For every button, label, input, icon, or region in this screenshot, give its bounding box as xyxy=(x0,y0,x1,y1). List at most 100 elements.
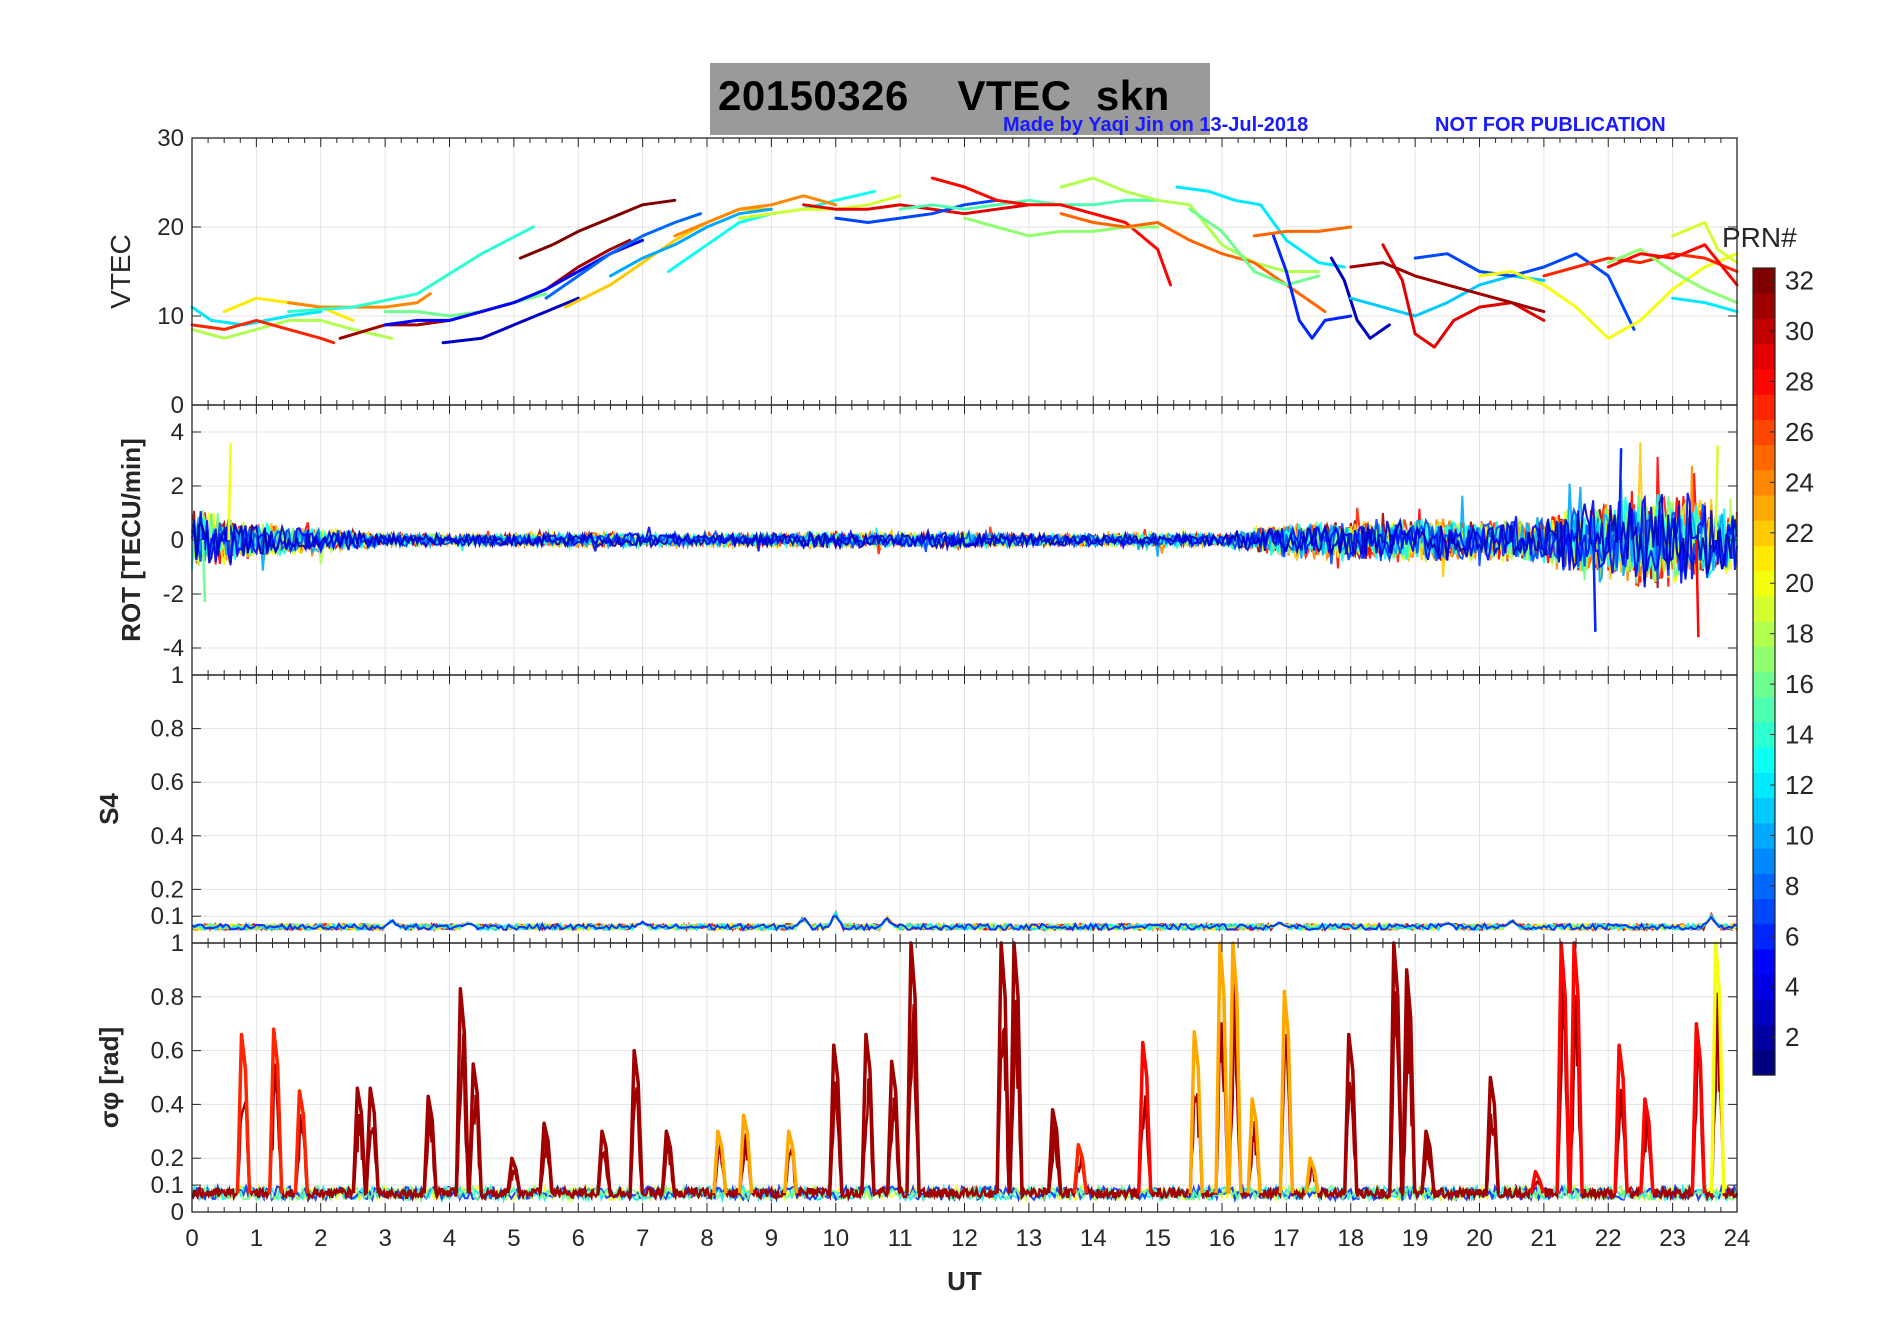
y-tick-label: 10 xyxy=(157,303,184,330)
sigma-peak xyxy=(422,1094,438,1194)
sigma-peak xyxy=(1246,1097,1262,1194)
vtec-series-line xyxy=(608,207,773,278)
vtec-series-line xyxy=(1413,252,1636,331)
colorbar-segment xyxy=(1753,318,1775,345)
y-tick-label: 0.8 xyxy=(151,716,184,743)
colorbar-frame xyxy=(1752,267,1776,1076)
y-tick-label: 30 xyxy=(157,125,184,152)
rot-spike xyxy=(1714,445,1719,541)
rot-series-line xyxy=(191,493,1738,588)
x-tick-label: 23 xyxy=(1659,1225,1686,1252)
colorbar-segment xyxy=(1753,268,1775,294)
colorbar-tick-label: 28 xyxy=(1785,366,1814,396)
sigma-peak xyxy=(1137,1040,1153,1194)
colorbar-tick-label: 8 xyxy=(1785,871,1799,901)
colorbar-segment xyxy=(1753,621,1775,647)
y-tick-label: 0.2 xyxy=(151,1145,184,1172)
sigma-peak xyxy=(1343,1032,1359,1194)
sigma-peak xyxy=(267,1027,284,1194)
sigma-peak xyxy=(1214,941,1230,1194)
sigma-peak xyxy=(538,1121,554,1194)
sigma-peak xyxy=(737,1113,754,1194)
vtec-series-line xyxy=(338,238,632,340)
sigma-peak xyxy=(1188,1030,1204,1194)
y-tick-label: 0 xyxy=(171,527,184,554)
y-tick-label: 0 xyxy=(171,392,184,419)
y-tick-label: 4 xyxy=(171,419,184,446)
colorbar-segment xyxy=(1753,721,1775,748)
vtec-series-line xyxy=(190,318,336,345)
colorbar-tick-label: 32 xyxy=(1785,266,1814,296)
vtec-series-line xyxy=(441,296,580,345)
colorbar-segment xyxy=(1753,948,1775,975)
x-tick-label: 17 xyxy=(1273,1225,1300,1252)
vtec-series-line xyxy=(930,176,1172,287)
sigma-peak xyxy=(1555,941,1571,1194)
colorbar-tick-label: 14 xyxy=(1785,720,1814,750)
colorbar-tick-label: 18 xyxy=(1785,619,1814,649)
colorbar-segment xyxy=(1753,923,1775,950)
colorbar-segment xyxy=(1753,595,1775,622)
sigma-peak xyxy=(712,1129,728,1194)
rot-spike xyxy=(201,539,207,603)
colorbar-tick-label: 24 xyxy=(1785,467,1814,497)
vtec-series-line xyxy=(1059,176,1321,273)
colorbar-segment xyxy=(1753,570,1775,597)
sigma-peak xyxy=(1008,941,1024,1194)
vtec-series-line xyxy=(544,212,703,300)
colorbar-segment xyxy=(1753,1049,1775,1076)
sigma-peak xyxy=(860,1032,876,1194)
x-tick-label: 13 xyxy=(1016,1225,1043,1252)
x-axis-label: UT xyxy=(947,1266,982,1296)
vtec-series-line xyxy=(1252,225,1353,238)
chart-title: 20150326 VTEC skn xyxy=(718,72,1170,119)
y-tick-label: 0.8 xyxy=(151,984,184,1011)
sigma-peak xyxy=(1529,1169,1546,1194)
vtec-series-line xyxy=(1478,252,1739,340)
x-tick-label: 20 xyxy=(1466,1225,1493,1252)
colorbar-segment xyxy=(1753,469,1775,496)
colorbar-segment xyxy=(1753,671,1775,698)
colorbar-tick-label: 30 xyxy=(1785,316,1814,346)
x-tick-label: 14 xyxy=(1080,1225,1107,1252)
colorbar-tick-label: 10 xyxy=(1785,820,1814,850)
rot-spike xyxy=(1695,539,1700,638)
vtec-series-line xyxy=(518,198,677,260)
colorbar-tick-label: 6 xyxy=(1785,921,1799,951)
colorbar-segment xyxy=(1753,822,1775,849)
colorbar-segment xyxy=(1753,1024,1775,1051)
y-tick-label: -2 xyxy=(163,581,184,608)
colorbar-segment xyxy=(1753,898,1775,925)
vtec-series-line xyxy=(1188,207,1321,287)
y-tick-label: 2 xyxy=(171,473,184,500)
sigma-peak xyxy=(596,1129,612,1194)
sigma-peak xyxy=(351,1086,368,1194)
x-tick-label: 1 xyxy=(250,1225,263,1252)
vtec-series-line xyxy=(1606,243,1739,287)
x-tick-label: 7 xyxy=(636,1225,649,1252)
sigma-peak xyxy=(235,1032,252,1194)
vtec-series-line xyxy=(1606,247,1739,305)
rot-spike xyxy=(227,442,232,541)
colorbar-segment xyxy=(1753,772,1775,799)
sigma-peak xyxy=(364,1086,380,1194)
x-tick-label: 19 xyxy=(1402,1225,1429,1252)
title-box xyxy=(710,63,1210,135)
y-tick-label: 0.4 xyxy=(151,823,184,850)
colorbar-tick-label: 26 xyxy=(1785,417,1814,447)
colorbar-segment xyxy=(1753,797,1775,824)
sigma-ylabel: σφ [rad] xyxy=(94,1027,124,1128)
colorbar-segment xyxy=(1753,999,1775,1026)
x-tick-label: 4 xyxy=(443,1225,456,1252)
sigma-main-line xyxy=(191,970,1739,1203)
sigma-peak xyxy=(1278,989,1295,1194)
sigma-peak xyxy=(1388,941,1404,1194)
x-tick-label: 2 xyxy=(314,1225,327,1252)
y-tick-label: -4 xyxy=(163,635,184,662)
colorbar-segment xyxy=(1753,974,1775,1000)
x-tick-label: 16 xyxy=(1209,1225,1236,1252)
vtec-series-line xyxy=(1542,252,1739,278)
colorbar-tick-label: 12 xyxy=(1785,770,1814,800)
